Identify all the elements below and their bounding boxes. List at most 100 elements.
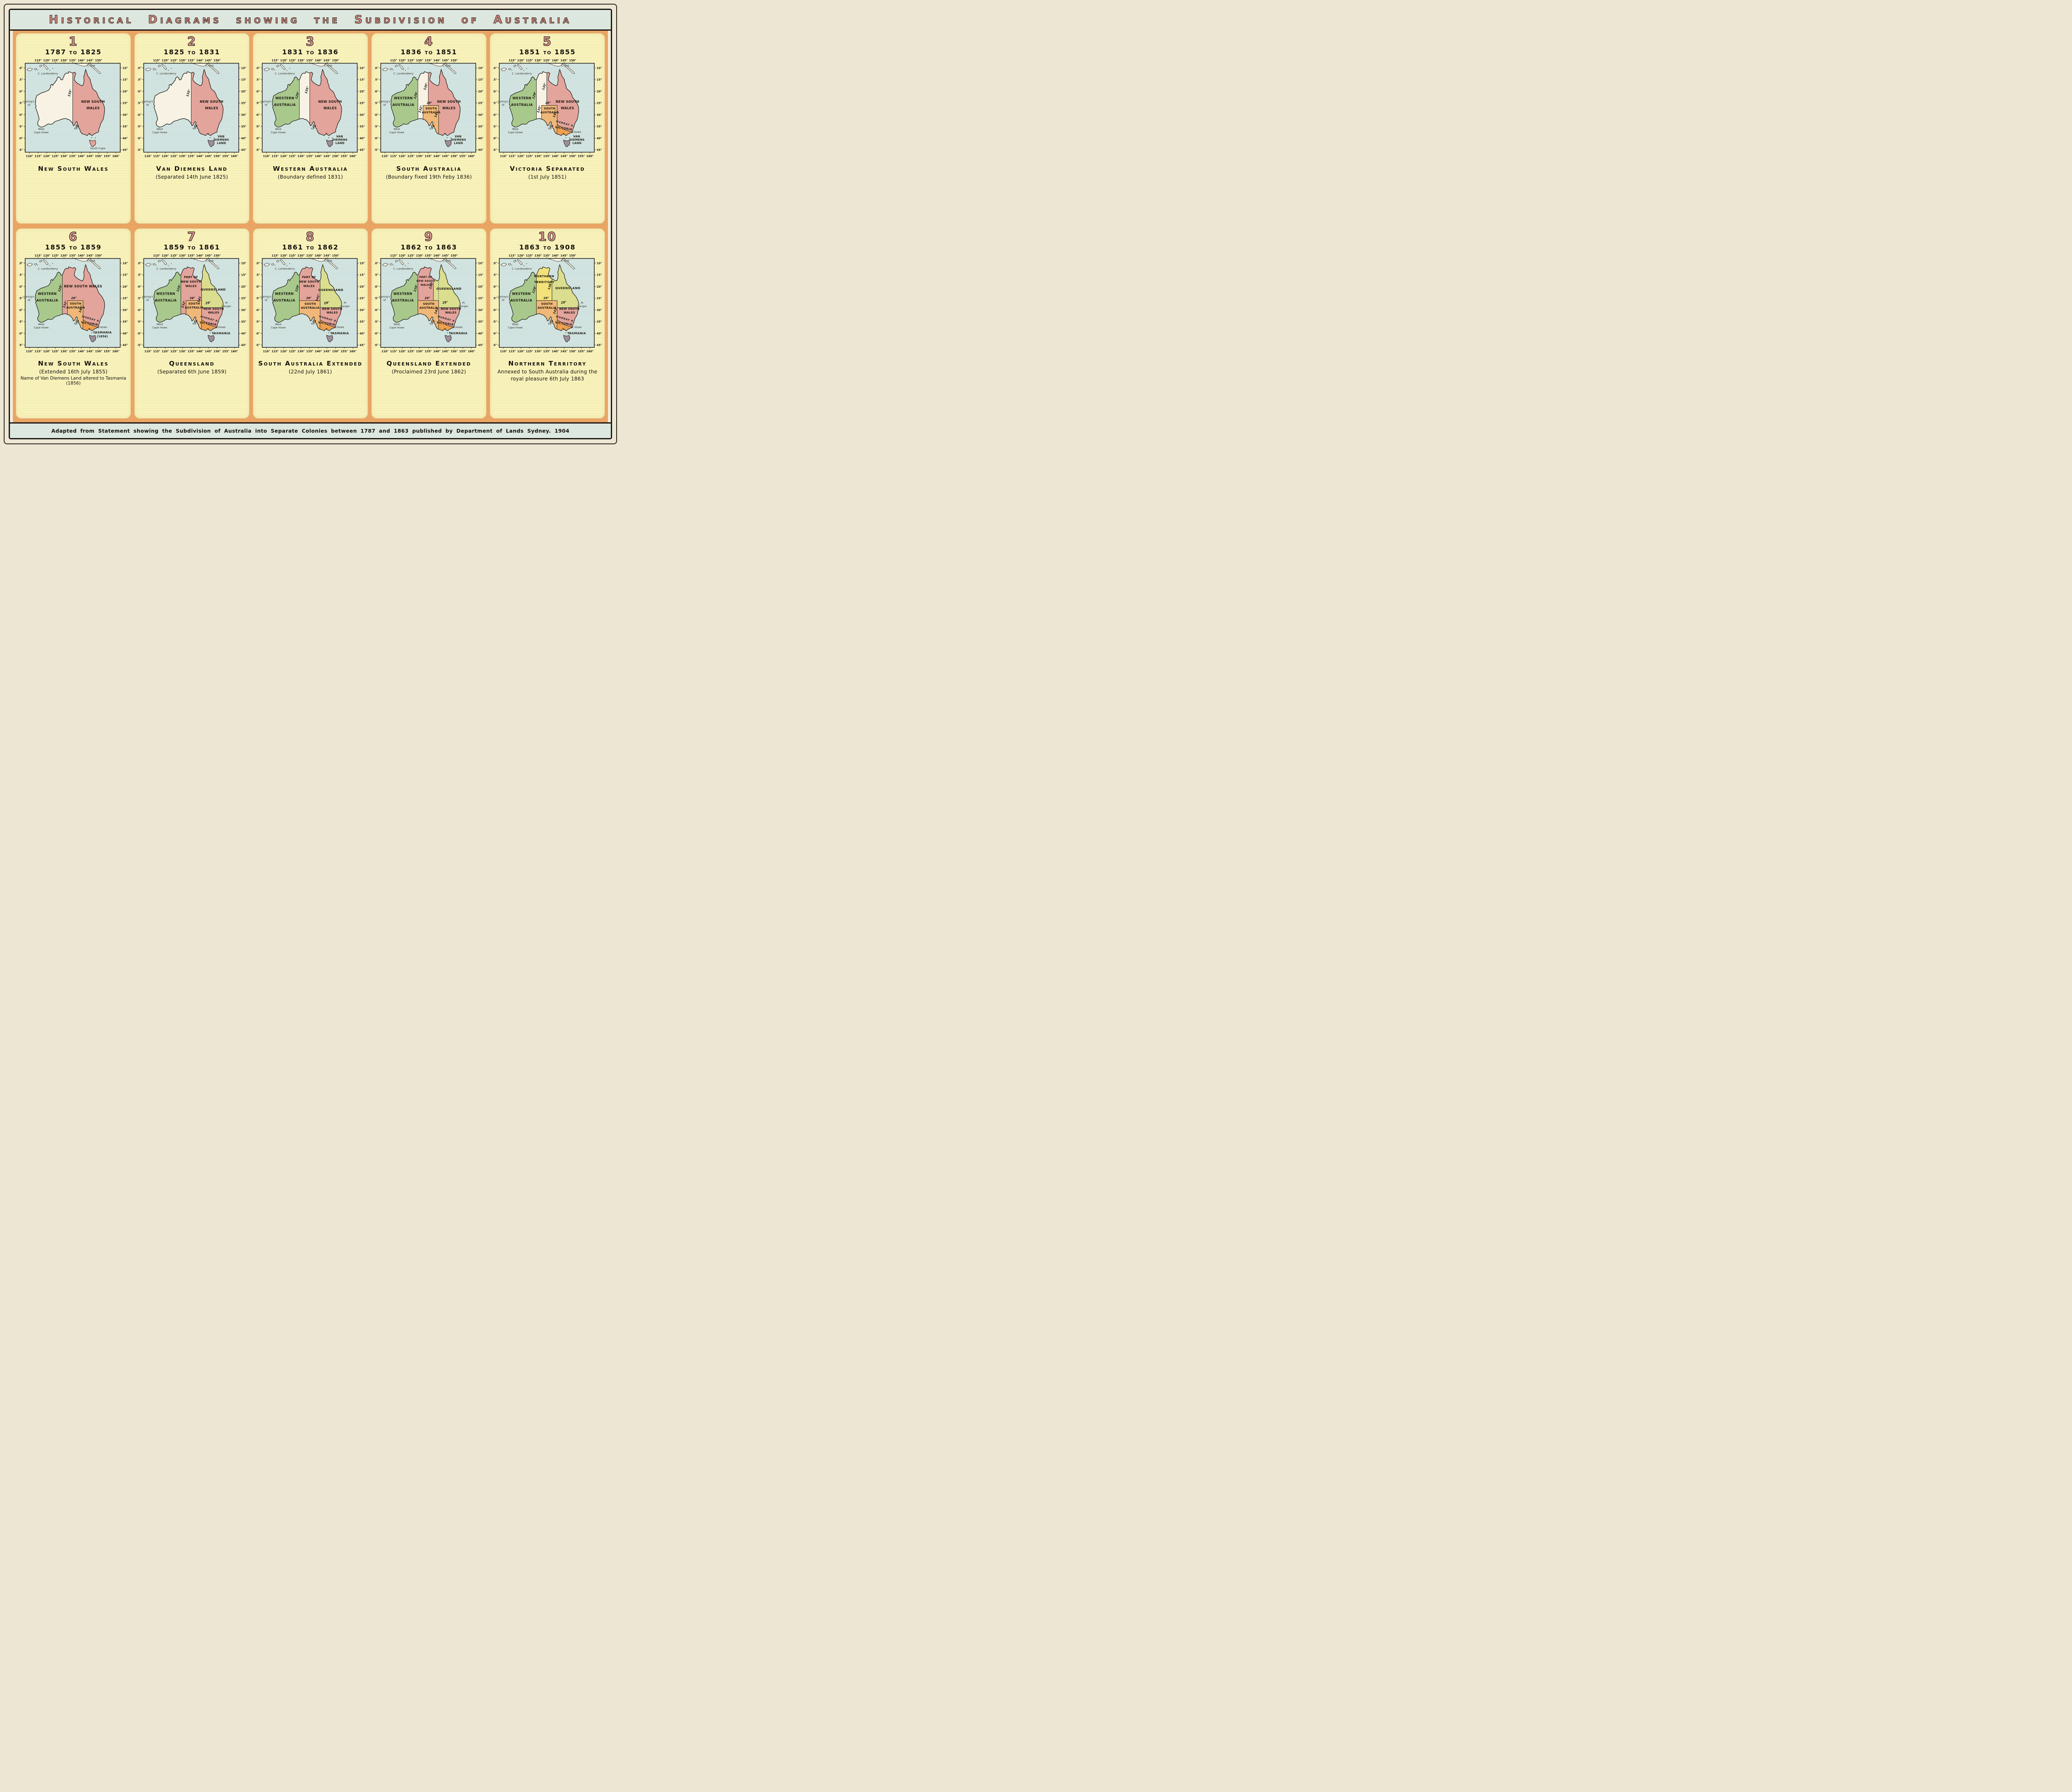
svg-text:15°: 15°: [360, 274, 365, 277]
svg-text:140°: 140°: [78, 350, 85, 353]
map-container: C. Londonderry C.York Hartog's Id West Cape H…: [19, 253, 128, 354]
map-label: NEW SOUTH: [559, 307, 580, 310]
map-label: TASMANIA: [567, 332, 586, 335]
svg-text:35°: 35°: [19, 125, 23, 128]
svg-text:15°: 15°: [256, 274, 260, 277]
svg-text:15°: 15°: [493, 274, 497, 277]
map-label: Cape Howe: [390, 326, 404, 329]
panel-10: 10 1863 to 1908 C. Londonderry C.York Hartog…: [490, 228, 605, 419]
svg-text:160°: 160°: [468, 155, 475, 158]
panel-grid: 1 1787 to 1825 C. Londonderry C.York Hartog'…: [13, 31, 608, 422]
svg-text:130°: 130°: [179, 350, 186, 353]
svg-text:120°: 120°: [399, 350, 406, 353]
map-label: Pt: [581, 302, 583, 305]
map-container: C. Londonderry C.York Hartog's Id West Cape H…: [375, 253, 483, 354]
map-label: NEW SOUTH: [203, 307, 224, 310]
map-label: LAND: [454, 142, 463, 145]
map-label: SOUTH: [541, 302, 553, 305]
svg-text:135°: 135°: [543, 350, 550, 353]
map-label: 29°: [442, 300, 448, 305]
caption-fine: Name of Van Diemens Land altered to Tasm…: [20, 376, 126, 386]
map-label: WALES: [303, 284, 315, 288]
svg-text:35°: 35°: [241, 320, 246, 323]
svg-text:15°: 15°: [123, 274, 128, 277]
svg-text:140°: 140°: [196, 254, 203, 257]
map-label: C.Howe: [571, 131, 581, 134]
svg-text:10°: 10°: [360, 262, 365, 265]
panel-number: 1: [68, 34, 78, 48]
map-label: Hartog's: [24, 100, 35, 103]
svg-text:10°: 10°: [256, 67, 260, 70]
map-label: AUSTRALIA: [36, 298, 58, 302]
svg-text:140°: 140°: [315, 350, 322, 353]
svg-text:150°: 150°: [450, 350, 457, 353]
map-label: Danger: [222, 305, 232, 308]
svg-text:140°: 140°: [78, 254, 85, 257]
svg-text:35°: 35°: [597, 125, 602, 128]
map-label: Id: [502, 104, 504, 107]
svg-text:30°: 30°: [138, 114, 141, 117]
svg-text:140°: 140°: [196, 155, 203, 158]
svg-text:10°: 10°: [241, 262, 246, 265]
svg-text:150°: 150°: [213, 155, 220, 158]
svg-text:25°: 25°: [123, 102, 128, 105]
svg-text:150°: 150°: [450, 59, 457, 62]
map-label: C. Londonderry: [275, 73, 295, 75]
svg-text:145°: 145°: [560, 59, 567, 62]
svg-text:150°: 150°: [95, 59, 102, 62]
map-label: Pt: [225, 302, 228, 305]
map-label: WALES: [205, 107, 218, 110]
map-label: West: [157, 128, 163, 131]
map-label: WALES: [327, 311, 338, 314]
svg-text:10°: 10°: [493, 67, 497, 70]
map-label: C.York: [87, 259, 95, 262]
svg-text:35°: 35°: [375, 320, 378, 323]
map-label: NEW SOUTH: [441, 307, 461, 310]
svg-text:145°: 145°: [560, 155, 567, 158]
map-container: C. Londonderry C.York Hartog's Id West Cape H…: [375, 58, 483, 159]
svg-text:10°: 10°: [19, 67, 23, 70]
map-label: WESTERN: [38, 292, 57, 296]
panel-date-range: 1861 to 1862: [282, 243, 339, 251]
svg-text:135°: 135°: [543, 59, 550, 62]
map-label: Danger: [577, 305, 587, 308]
map-label: TASMANIA: [212, 332, 230, 335]
svg-text:20°: 20°: [597, 90, 602, 93]
svg-text:115°: 115°: [390, 254, 397, 257]
svg-text:125°: 125°: [526, 254, 533, 257]
svg-text:160°: 160°: [349, 350, 356, 353]
panel-caption: Van Diemens Land (Separated 14th June 182…: [156, 165, 228, 180]
map-label: Cape Howe: [271, 326, 286, 329]
caption-main: Western Australia: [273, 165, 348, 172]
map-label: QUEENSLAND: [436, 287, 462, 291]
svg-text:20°: 20°: [241, 285, 246, 288]
map-label: WESTERN: [156, 292, 175, 296]
map-label: West: [394, 323, 400, 326]
map-label: Id: [502, 299, 504, 302]
svg-text:30°: 30°: [123, 308, 128, 312]
svg-text:145°: 145°: [205, 350, 212, 353]
svg-text:120°: 120°: [280, 59, 287, 62]
panel-date-range: 1831 to 1836: [282, 48, 339, 56]
svg-text:130°: 130°: [535, 155, 542, 158]
map-label: SOUTH: [426, 107, 437, 110]
svg-text:15°: 15°: [19, 274, 23, 277]
svg-text:115°: 115°: [34, 59, 41, 62]
svg-text:30°: 30°: [597, 114, 602, 117]
svg-text:15°: 15°: [241, 274, 246, 277]
map-label: C.York: [443, 259, 451, 262]
svg-text:135°: 135°: [69, 350, 76, 353]
map-label: Hartog's: [379, 100, 390, 103]
svg-text:40°: 40°: [241, 332, 246, 335]
map-label: SOUTH: [305, 302, 316, 305]
svg-text:20°: 20°: [478, 90, 483, 93]
caption-main: South Australia Extended: [258, 360, 363, 368]
svg-text:30°: 30°: [256, 308, 260, 312]
map-label: NEW SOUTH: [556, 100, 579, 104]
map-label: Cape Howe: [390, 131, 404, 134]
svg-text:45°: 45°: [123, 148, 128, 152]
map-label: Cape Howe: [271, 131, 286, 134]
svg-text:30°: 30°: [360, 308, 365, 312]
